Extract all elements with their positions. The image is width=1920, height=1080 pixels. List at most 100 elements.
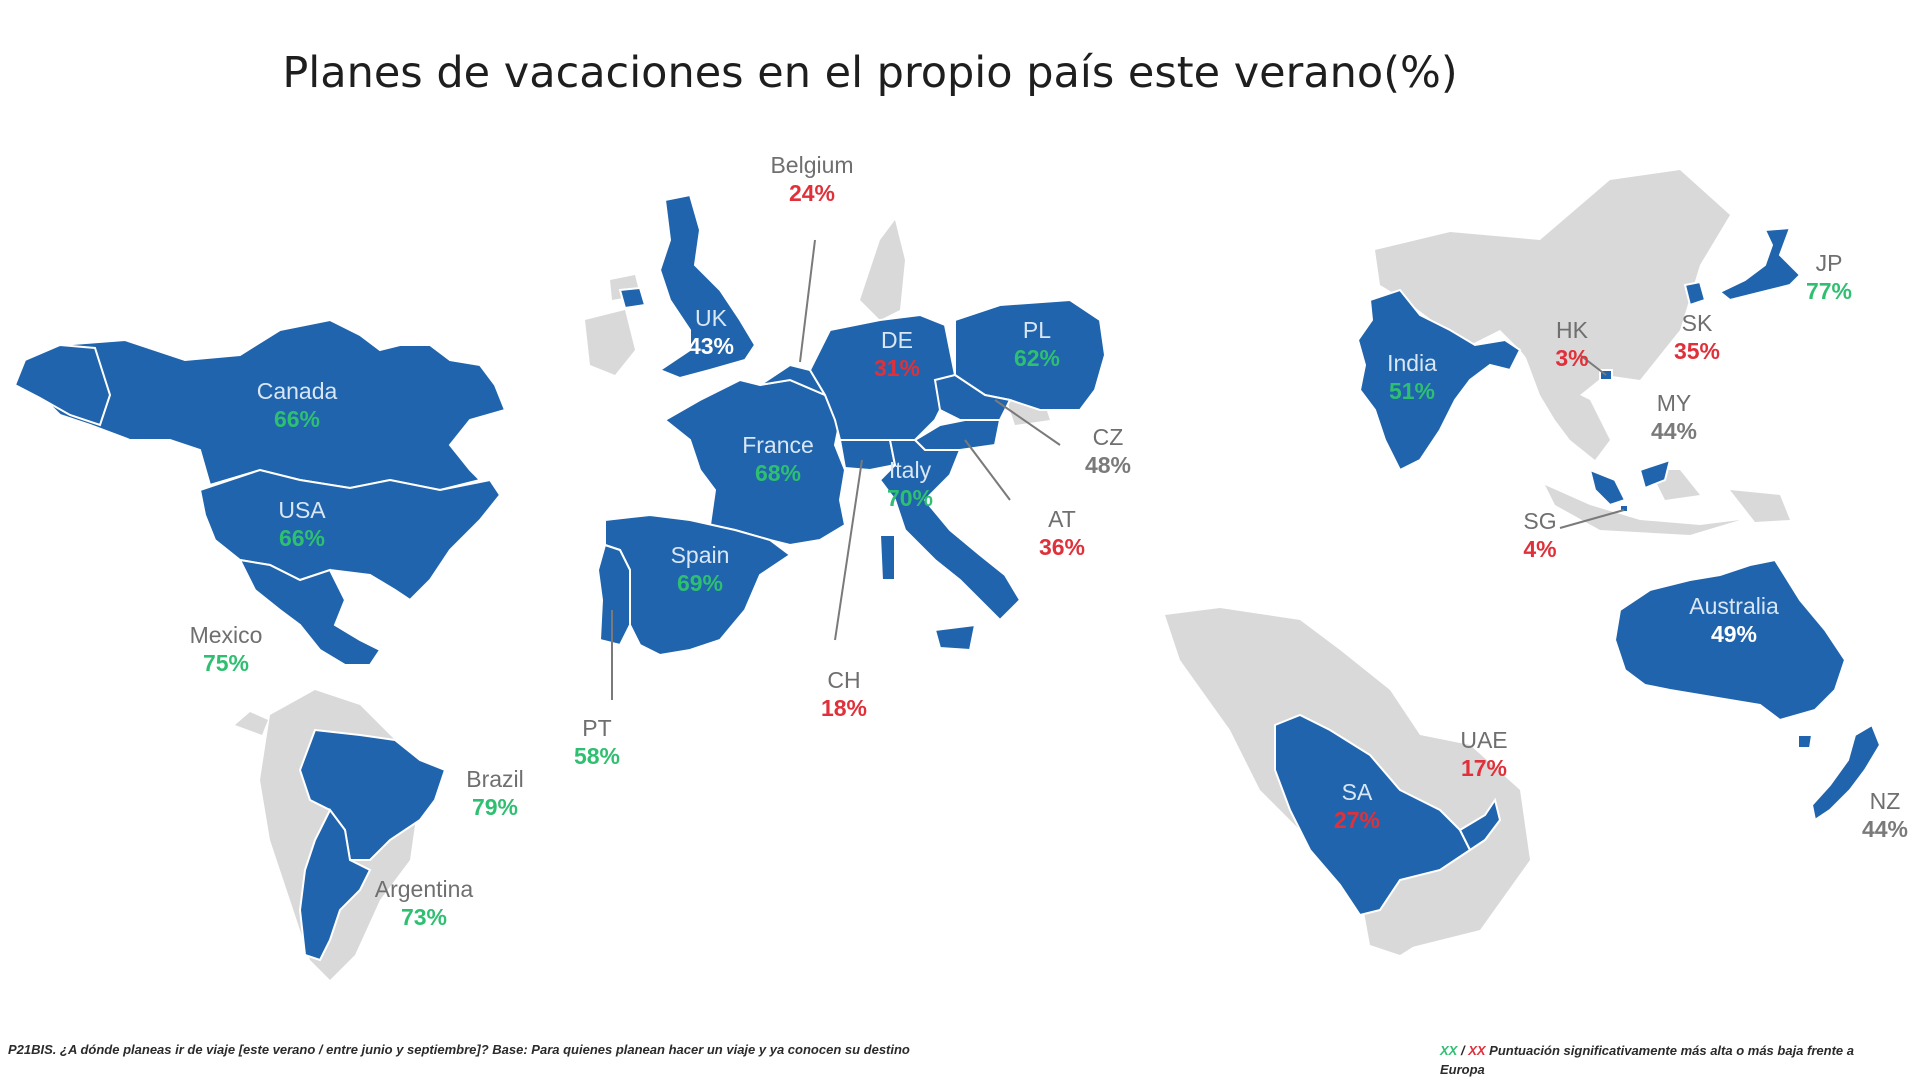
uk-label: UK 43% (688, 305, 734, 360)
argentina-shape (298, 808, 372, 962)
italy-name: Italy (888, 457, 932, 483)
legend-red-marker: XX (1468, 1043, 1486, 1058)
at-label: AT 36% (1039, 506, 1085, 561)
australia-shape (1613, 558, 1847, 722)
czech-shape (933, 373, 1012, 421)
mexico-value: 75% (202, 649, 250, 676)
slide-title: Planes de vacaciones en el propio país e… (282, 48, 1458, 98)
ch-value: 18% (820, 694, 868, 721)
sg-value: 4% (1523, 535, 1557, 562)
sg-label: SG 4% (1523, 508, 1556, 563)
pl-label: PL 62% (1014, 317, 1060, 372)
sa-label: SA 27% (1334, 779, 1380, 834)
mexico-name: Mexico (189, 622, 263, 648)
canada-label: Canada 66% (257, 378, 338, 433)
ch-name: CH (827, 667, 861, 693)
usa-name: USA (278, 497, 326, 523)
pl-value: 62% (1013, 344, 1061, 371)
central-america (235, 712, 268, 735)
alaska-shape (13, 343, 112, 427)
legend-green-marker: XX (1440, 1043, 1458, 1058)
saudi-arabia-shape (1274, 713, 1472, 917)
sa-value: 27% (1333, 806, 1381, 833)
at-leader-line (964, 439, 1011, 501)
southeast-asia-landmass (1525, 355, 1610, 460)
northern-ireland-shape (618, 286, 647, 310)
india-name: India (1387, 350, 1437, 376)
new-zealand-shape (1810, 723, 1882, 822)
nz-label: NZ 44% (1862, 788, 1908, 843)
spain-value: 69% (676, 569, 724, 596)
italy-label: Italy 70% (887, 457, 933, 512)
my-value: 44% (1650, 417, 1698, 444)
significance-legend: XX / XX Puntuación significativamente má… (1440, 1042, 1880, 1080)
australia-value: 49% (1710, 620, 1758, 647)
germany-shape (808, 313, 957, 441)
uae-shape (1458, 797, 1502, 852)
spain-name: Spain (670, 542, 730, 568)
sg-name: SG (1523, 508, 1557, 534)
argentina-value: 73% (400, 903, 448, 930)
italy-shape (878, 439, 1022, 622)
pl-name: PL (1022, 317, 1052, 343)
malaysia-shape (1588, 458, 1672, 507)
my-name: MY (1656, 390, 1692, 416)
papua-island (1730, 490, 1790, 522)
hk-leader-line (1579, 354, 1607, 376)
tasmania-shape (1797, 734, 1814, 749)
india-shape (1356, 288, 1522, 472)
argentina-name: Argentina (374, 876, 474, 902)
belgium-leader-line (799, 239, 816, 363)
nz-value: 44% (1861, 815, 1909, 842)
india-value: 51% (1388, 377, 1436, 404)
question-footnote: P21BIS. ¿A dónde planeas ir de viaje [es… (8, 1042, 910, 1057)
at-value: 36% (1038, 533, 1086, 560)
jp-value: 77% (1805, 277, 1853, 304)
usa-value: 66% (278, 524, 326, 551)
usa-shape (198, 468, 502, 602)
uae-name: UAE (1460, 727, 1508, 753)
brazil-name: Brazil (466, 766, 524, 792)
sk-name: SK (1681, 310, 1713, 336)
ch-leader-line (834, 459, 863, 641)
belgium-value: 24% (788, 179, 836, 206)
my-label: MY 44% (1651, 390, 1697, 445)
sardinia-shape (878, 534, 896, 581)
france-name: France (742, 432, 814, 458)
brazil-shape (298, 728, 447, 861)
de-value: 31% (873, 354, 921, 381)
cz-label: CZ 48% (1085, 424, 1131, 479)
sa-name: SA (1341, 779, 1373, 805)
belgium-label: Belgium 24% (770, 152, 853, 207)
cz-name: CZ (1092, 424, 1124, 450)
de-label: DE 31% (874, 327, 920, 382)
uae-label: UAE 17% (1460, 727, 1507, 782)
scandinavia-landmass (860, 220, 905, 320)
legend-text: Puntuación significativamente más alta o… (1440, 1043, 1854, 1077)
cz-leader-line (994, 399, 1061, 446)
italy-value: 70% (886, 484, 934, 511)
sicily-shape (933, 623, 977, 652)
belgium-name: Belgium (770, 152, 854, 178)
ireland-landmass (585, 310, 635, 375)
australia-label: Australia 49% (1689, 593, 1778, 648)
legend-separator: / (1457, 1043, 1469, 1058)
canada-shape (18, 318, 507, 492)
hk-label: HK 3% (1555, 317, 1588, 372)
nz-name: NZ (1869, 788, 1901, 814)
mexico-label: Mexico 75% (190, 622, 263, 677)
argentina-label: Argentina 73% (375, 876, 473, 931)
uk-shape (657, 193, 757, 380)
indonesia-islands (1545, 485, 1740, 535)
canada-value: 66% (273, 405, 321, 432)
uk-name: UK (695, 305, 727, 331)
uk-value: 43% (687, 332, 735, 359)
ch-label: CH 18% (821, 667, 867, 722)
usa-label: USA 66% (278, 497, 325, 552)
japan-shape (1718, 226, 1802, 302)
sk-label: SK 35% (1674, 310, 1720, 365)
at-name: AT (1048, 506, 1076, 532)
australia-name: Australia (1689, 593, 1779, 619)
de-name: DE (881, 327, 913, 353)
